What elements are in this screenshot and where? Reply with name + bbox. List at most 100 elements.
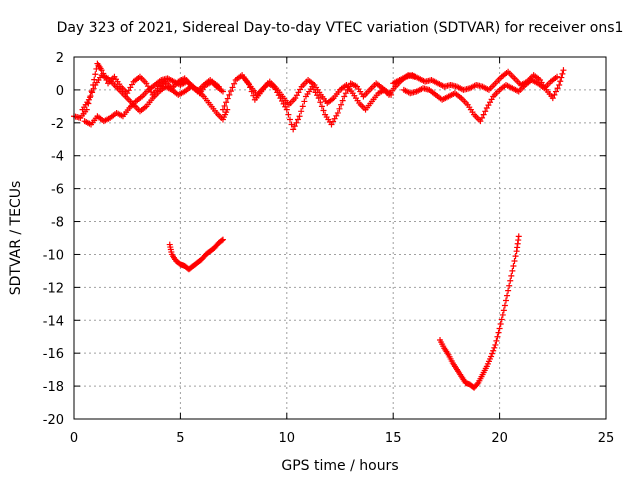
data-point	[552, 88, 559, 95]
data-point	[498, 316, 505, 323]
data-point	[495, 329, 502, 336]
data-point	[502, 297, 509, 304]
data-point	[496, 325, 503, 332]
data-point	[320, 107, 327, 114]
data-point	[296, 113, 303, 120]
data-point	[291, 123, 298, 130]
data-point	[285, 111, 292, 118]
y-tick-label: -12	[43, 281, 64, 296]
data-point	[554, 73, 561, 80]
y-tick-label: 2	[56, 51, 64, 66]
y-tick-label: -6	[51, 183, 64, 198]
data-point	[229, 84, 236, 91]
series-track-g	[400, 73, 561, 125]
y-tick-label: -20	[43, 413, 64, 428]
data-point	[294, 116, 301, 123]
series-track-b	[79, 72, 231, 123]
data-point	[560, 67, 567, 74]
data-point	[317, 99, 324, 106]
data-point	[334, 109, 341, 116]
x-tick-labels: 0 5 10 15 20 25	[70, 431, 614, 446]
y-axis-title: SDTVAR / TECUs	[8, 181, 24, 296]
data-point	[506, 282, 513, 289]
data-point	[549, 95, 556, 102]
data-points	[71, 60, 567, 391]
data-point	[342, 90, 349, 97]
data-point	[290, 126, 297, 133]
data-point	[492, 341, 499, 348]
data-point	[87, 93, 94, 100]
data-point	[286, 116, 293, 123]
data-point	[298, 108, 305, 115]
x-tick-label: 25	[598, 431, 615, 446]
data-point	[554, 85, 561, 92]
data-point	[493, 337, 500, 344]
data-point	[224, 95, 231, 102]
data-point	[474, 381, 481, 388]
data-point	[92, 71, 99, 78]
x-tick-label: 5	[176, 431, 184, 446]
y-tick-label: -2	[51, 117, 64, 132]
data-point	[283, 106, 290, 113]
data-point	[219, 88, 226, 95]
data-point	[221, 102, 228, 109]
data-point	[218, 237, 225, 244]
data-point	[479, 114, 486, 121]
data-point	[505, 287, 512, 294]
chart-title: Day 323 of 2021, Sidereal Day-to-day VTE…	[57, 20, 624, 36]
data-point	[497, 320, 504, 327]
data-point	[293, 119, 300, 126]
data-point	[501, 302, 508, 309]
data-point	[318, 103, 325, 110]
data-point	[504, 292, 511, 299]
data-point	[336, 105, 343, 112]
series-track-c	[81, 75, 222, 128]
data-point	[315, 95, 322, 102]
series-arc-2	[437, 233, 522, 391]
data-point	[85, 96, 92, 103]
data-point	[90, 85, 97, 92]
data-point	[489, 350, 496, 357]
data-point	[512, 253, 519, 260]
data-point	[509, 267, 516, 274]
data-point	[491, 344, 498, 351]
data-point	[551, 91, 558, 98]
series-track-d	[219, 72, 418, 133]
data-point	[338, 101, 345, 108]
data-point	[223, 99, 230, 106]
plot-frame	[73, 56, 607, 420]
y-tick-label: -18	[43, 380, 64, 395]
x-tick-label: 15	[385, 431, 402, 446]
y-tick-label: -16	[43, 347, 64, 362]
data-point	[511, 258, 518, 265]
axis-ticks	[73, 56, 607, 420]
data-point	[558, 74, 565, 81]
data-point	[231, 80, 238, 87]
data-point	[508, 272, 515, 279]
data-point	[388, 91, 395, 98]
data-point	[482, 108, 489, 115]
data-point	[557, 78, 564, 85]
y-tick-labels: 2 0 -2 -4 -6 -8 -10 -12 -14 -16 -18 -20	[43, 51, 64, 428]
series-arc-1	[166, 236, 226, 273]
data-point	[299, 103, 306, 110]
data-point	[556, 81, 563, 88]
data-point	[219, 106, 226, 113]
data-point	[288, 121, 295, 128]
y-tick-label: -8	[51, 216, 64, 231]
data-point	[488, 353, 495, 360]
data-point	[559, 70, 566, 77]
data-point	[477, 118, 484, 125]
data-point	[219, 236, 226, 243]
data-point	[226, 91, 233, 98]
data-point	[341, 93, 348, 100]
data-point	[227, 88, 234, 95]
y-tick-label: -10	[43, 248, 64, 263]
data-point	[499, 311, 506, 318]
data-point	[480, 111, 487, 118]
x-tick-label: 10	[279, 431, 296, 446]
y-tick-label: -14	[43, 314, 64, 329]
x-tick-label: 0	[70, 431, 78, 446]
data-point	[507, 277, 514, 284]
